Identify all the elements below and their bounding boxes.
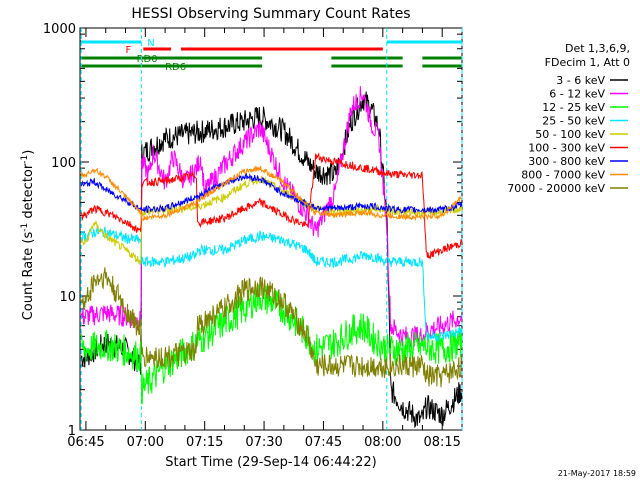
series-line-3-6kev [80, 91, 463, 429]
svg-text:Count Rate (s-1 detector-1): Count Rate (s-1 detector-1) [20, 150, 36, 321]
y-axis-label-end: ) [21, 150, 36, 155]
x-tick-label: 07:00 [127, 435, 164, 450]
y-axis-label-exp1: -1 [20, 223, 30, 232]
legend-label: 6 - 12 keV [549, 88, 605, 101]
x-axis-label: Start Time (29-Sep-14 06:44:22) [165, 455, 376, 470]
x-tick-label: 08:15 [423, 435, 460, 450]
y-tick-label: 1000 [43, 22, 76, 37]
y-tick-label: 100 [51, 156, 76, 171]
series-line-12-25kev [80, 284, 463, 405]
flag-label-rd6: RD6 [165, 62, 186, 73]
series-line-6-12kev [80, 85, 463, 348]
legend-label: 25 - 50 keV [542, 115, 605, 128]
series-line-7000-20000kev [80, 267, 463, 388]
plot-area: 1 10 100 1000 06:45 07:00 07:15 07:30 07:45 08:00… [43, 22, 463, 450]
legend-label: 50 - 100 keV [535, 128, 605, 141]
x-tick-label: 06:45 [67, 435, 104, 450]
y-tick-label: 1 [68, 424, 76, 439]
legend-label: 300 - 800 keV [528, 155, 605, 168]
x-tick-label: 07:45 [305, 435, 342, 450]
y-axis-label-main: Count Rate (s [21, 232, 36, 321]
legend-header-line-2: FDecim 1, Att 0 [545, 56, 630, 69]
series-line-100-300kev [80, 152, 463, 259]
chart-title: HESSI Observing Summary Count Rates [131, 6, 410, 22]
legend-header-line-1: Det 1,3,6,9, [565, 42, 630, 55]
flag-label-n: N [147, 38, 154, 49]
legend-label: 100 - 300 keV [528, 142, 605, 155]
y-tick-label: 10 [59, 290, 76, 305]
legend-label: 3 - 6 keV [556, 74, 605, 87]
series-line-800-7000kev [80, 165, 463, 222]
y-axis-label-exp2: -1 [20, 155, 30, 164]
legend-label: 7000 - 20000 keV [507, 182, 605, 195]
flag-label-f: F [126, 45, 132, 56]
legend-label: 800 - 7000 keV [521, 169, 605, 182]
legend: Det 1,3,6,9, FDecim 1, Att 0 3 - 6 keV6 … [507, 42, 630, 195]
y-axis-label: Count Rate (s-1 detector-1) [20, 150, 36, 321]
x-tick-label: 07:30 [245, 435, 282, 450]
series-line-50-100kev [80, 175, 463, 265]
x-tick-label: 07:15 [186, 435, 223, 450]
footer-date: 21-May-2017 18:59 [558, 469, 636, 478]
x-tick-label: 08:00 [364, 435, 401, 450]
series-line-25-50kev [80, 226, 463, 342]
plot-frame [79, 27, 463, 431]
flag-label-rd0: RD0 [137, 54, 158, 65]
y-axis-label-mid: detector [21, 163, 36, 223]
series-line-300-800kev [80, 172, 463, 215]
legend-label: 12 - 25 keV [542, 101, 605, 114]
